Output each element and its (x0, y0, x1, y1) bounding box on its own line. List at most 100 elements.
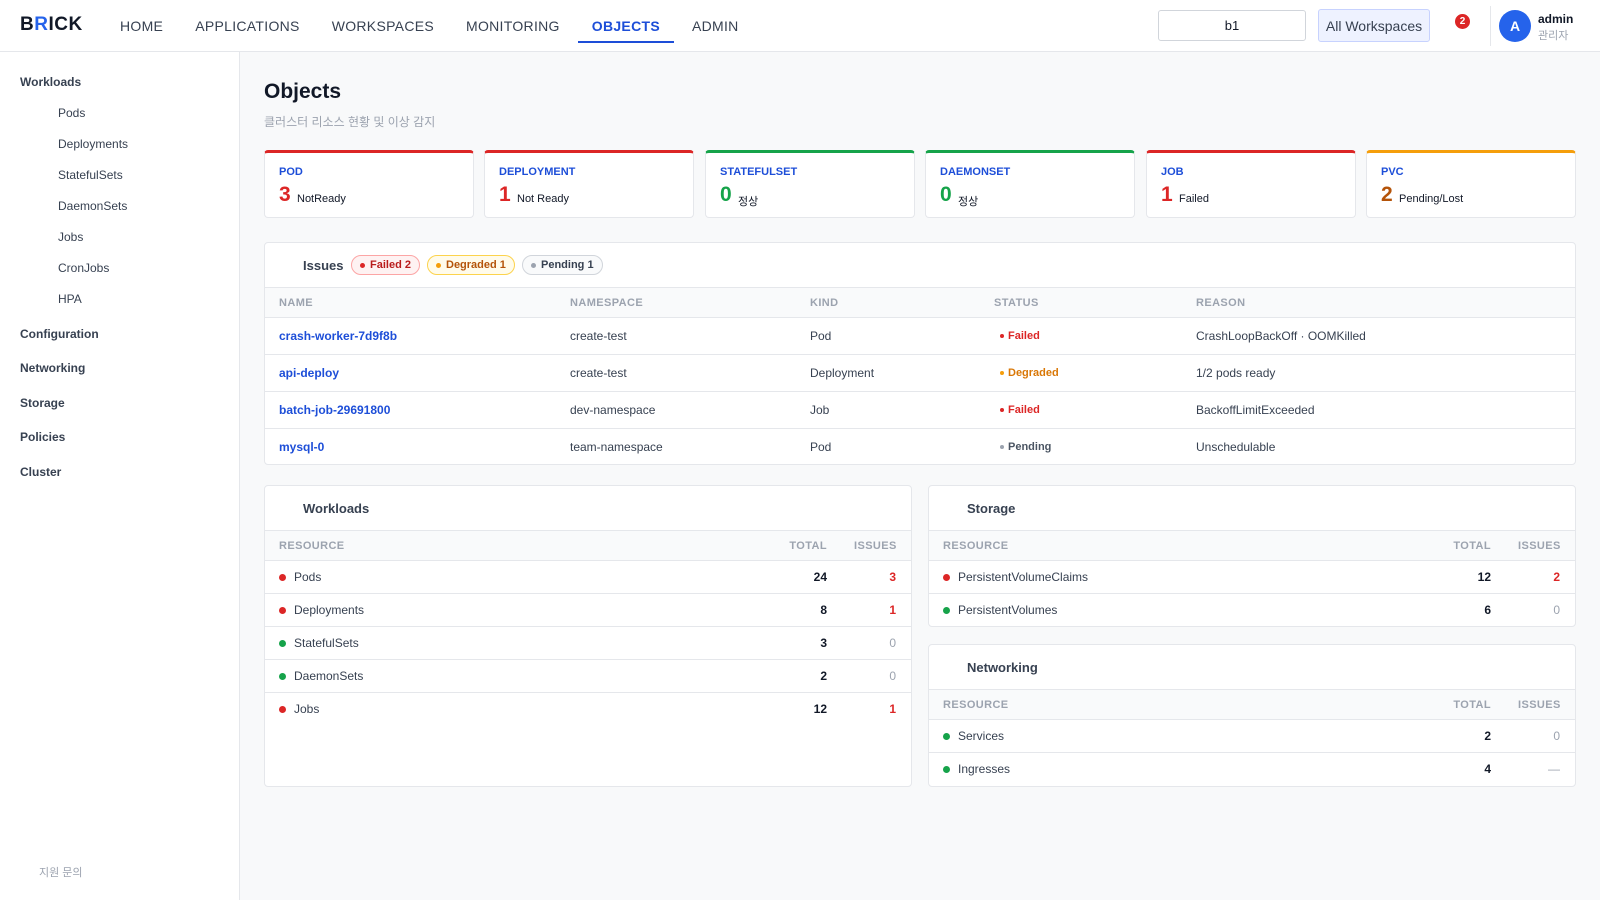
status-dot (943, 607, 950, 614)
table-row[interactable]: DaemonSets 2 0 (265, 660, 911, 693)
nav-objects[interactable]: OBJECTS (577, 0, 675, 52)
col-resource[interactable]: RESOURCE (279, 540, 345, 552)
table-row[interactable]: batch-job-29691800 dev-namespace Job Fai… (265, 392, 1575, 429)
col-status[interactable]: STATUS (994, 297, 1039, 309)
issue-name-link[interactable]: api-deploy (279, 366, 340, 380)
summary-card-pvc[interactable]: PVC 2 Pending/Lost (1366, 150, 1576, 218)
sidebar-group-policies[interactable]: Policies (20, 430, 66, 444)
table-row[interactable]: Jobs 12 1 (265, 693, 911, 726)
col-name[interactable]: NAME (279, 297, 313, 309)
issues-title: Issues (303, 258, 344, 273)
resource-total: 8 (820, 603, 827, 617)
table-row[interactable]: Pods 24 3 (265, 561, 911, 594)
col-resource[interactable]: RESOURCE (943, 540, 1009, 552)
issue-name-link[interactable]: crash-worker-7d9f8b (279, 329, 398, 343)
issue-reason: CrashLoopBackOff · OOMKilled (1196, 329, 1366, 343)
status-text: Degraded (1008, 367, 1059, 379)
sidebar-group-storage[interactable]: Storage (20, 396, 65, 410)
resource-total: 12 (813, 702, 827, 716)
status-dot (279, 706, 286, 713)
status-dot (1000, 371, 1004, 375)
issue-kind: Deployment (810, 366, 875, 380)
col-issues[interactable]: ISSUES (1518, 540, 1561, 552)
avatar[interactable]: A (1499, 10, 1531, 42)
search-input[interactable] (1158, 10, 1306, 41)
nav-workspaces[interactable]: WORKSPACES (331, 18, 434, 34)
sidebar-item-hpa[interactable]: HPA (58, 292, 82, 306)
nav-admin[interactable]: ADMIN (691, 18, 739, 34)
sidebar-group-configuration[interactable]: Configuration (20, 327, 99, 341)
col-total[interactable]: TOTAL (1453, 540, 1491, 552)
filter-pill-degraded[interactable]: Degraded 1 (427, 255, 515, 275)
col-kind[interactable]: KIND (810, 297, 839, 309)
card-count: 1 (499, 183, 511, 206)
brand-letters: ICK (48, 14, 83, 35)
table-row[interactable]: Deployments 8 1 (265, 594, 911, 627)
resource-issues: 1 (889, 603, 896, 617)
sidebar-item-jobs[interactable]: Jobs (58, 230, 84, 244)
sidebar-group-cluster[interactable]: Cluster (20, 465, 62, 479)
support-link[interactable]: 지원 문의 (39, 867, 83, 879)
table-row[interactable]: PersistentVolumeClaims 12 2 (929, 561, 1575, 594)
summary-card-deployment[interactable]: DEPLOYMENT 1 Not Ready (484, 150, 694, 218)
table-row[interactable]: crash-worker-7d9f8b create-test Pod Fail… (265, 318, 1575, 355)
issue-reason: 1/2 pods ready (1196, 366, 1276, 380)
col-total[interactable]: TOTAL (789, 540, 827, 552)
sidebar: Workloads Pods Deployments StatefulSets … (0, 52, 240, 900)
sidebar-item-statefulsets[interactable]: StatefulSets (58, 168, 123, 182)
status-dot (1000, 334, 1004, 338)
sidebar-group-networking[interactable]: Networking (20, 361, 86, 375)
filter-pill-pending[interactable]: Pending 1 (522, 255, 603, 275)
networking-table-header: RESOURCE TOTAL ISSUES (929, 689, 1575, 720)
issue-name-link[interactable]: batch-job-29691800 (279, 403, 391, 417)
sidebar-item-pods[interactable]: Pods (58, 106, 86, 120)
brand-letter: B (20, 14, 35, 35)
nav-monitoring[interactable]: MONITORING (466, 18, 560, 34)
summary-card-pod[interactable]: POD 3 NotReady (264, 150, 474, 218)
card-label: 정상 (958, 196, 979, 208)
workspace-select-button[interactable]: All Workspaces (1318, 9, 1430, 42)
nav-applications[interactable]: APPLICATIONS (195, 18, 300, 34)
card-kind: JOB (1161, 166, 1184, 178)
table-row[interactable]: Ingresses 4 — (929, 753, 1575, 786)
col-total[interactable]: TOTAL (1453, 699, 1491, 711)
issue-kind: Job (810, 403, 830, 417)
col-namespace[interactable]: NAMESPACE (570, 297, 644, 309)
status-dot (279, 574, 286, 581)
page-subtitle: 클러스터 리소스 현황 및 이상 감지 (264, 115, 436, 129)
table-row[interactable]: Services 2 0 (929, 720, 1575, 753)
nav-home[interactable]: HOME (120, 18, 164, 34)
table-row[interactable]: StatefulSets 3 0 (265, 627, 911, 660)
brand-logo[interactable]: BRICK (20, 14, 83, 36)
sidebar-item-daemonsets[interactable]: DaemonSets (58, 199, 128, 213)
col-issues[interactable]: ISSUES (1518, 699, 1561, 711)
summary-card-daemonset[interactable]: DAEMONSET 0 정상 (925, 150, 1135, 218)
notification-badge[interactable]: 2 (1455, 14, 1470, 29)
resource-name: PersistentVolumeClaims (958, 570, 1089, 584)
card-kind: PVC (1381, 166, 1404, 178)
resource-issues: 0 (1553, 603, 1560, 617)
summary-card-statefulset[interactable]: STATEFULSET 0 정상 (705, 150, 915, 218)
sidebar-group-workloads[interactable]: Workloads (20, 75, 82, 89)
sidebar-item-cronjobs[interactable]: CronJobs (58, 261, 110, 275)
status-text: Failed (1008, 330, 1040, 342)
col-resource[interactable]: RESOURCE (943, 699, 1009, 711)
col-reason[interactable]: REASON (1196, 297, 1246, 309)
issue-namespace: create-test (570, 366, 627, 380)
issue-name-link[interactable]: mysql-0 (279, 440, 325, 454)
card-count: 3 (279, 183, 291, 206)
table-row[interactable]: PersistentVolumes 6 0 (929, 594, 1575, 626)
pill-label: Degraded 1 (446, 259, 506, 271)
resource-name: StatefulSets (294, 636, 359, 650)
col-issues[interactable]: ISSUES (854, 540, 897, 552)
resource-name: Ingresses (958, 762, 1011, 776)
card-label: 정상 (738, 196, 759, 208)
pill-label: Failed 2 (370, 259, 411, 271)
networking-panel: Networking RESOURCE TOTAL ISSUES Service… (928, 644, 1576, 787)
sidebar-item-deployments[interactable]: Deployments (58, 137, 129, 151)
table-row[interactable]: mysql-0 team-namespace Pod Pending Unsch… (265, 429, 1575, 464)
table-row[interactable]: api-deploy create-test Deployment Degrad… (265, 355, 1575, 392)
summary-card-job[interactable]: JOB 1 Failed (1146, 150, 1356, 218)
status-badge: Failed (1000, 330, 1040, 342)
filter-pill-failed[interactable]: Failed 2 (351, 255, 420, 275)
